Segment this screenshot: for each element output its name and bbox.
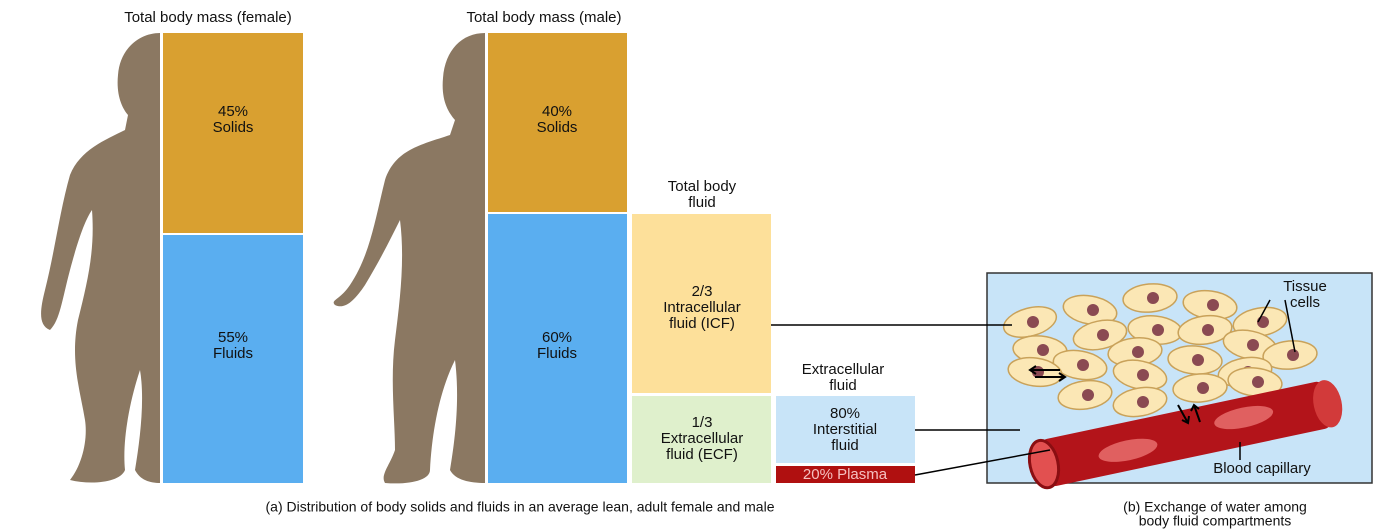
female-title: Total body mass (female) bbox=[124, 9, 292, 26]
blood-capillary-label: Blood capillary bbox=[1213, 460, 1311, 477]
extracellular-title: Extracellular bbox=[802, 361, 885, 378]
cell-nucleus bbox=[1197, 382, 1209, 394]
total-fluid-title: Total body bbox=[668, 178, 737, 195]
cell-nucleus bbox=[1087, 304, 1099, 316]
cell-nucleus bbox=[1192, 354, 1204, 366]
male-title: Total body mass (male) bbox=[466, 9, 621, 26]
caption-a: (a) Distribution of body solids and flui… bbox=[266, 499, 775, 515]
cell-nucleus bbox=[1287, 349, 1299, 361]
ecf-label: fluid (ECF) bbox=[666, 446, 738, 463]
cell-nucleus bbox=[1082, 389, 1094, 401]
cell-nucleus bbox=[1247, 339, 1259, 351]
male-fluids-label: 60% bbox=[542, 329, 572, 346]
male-solids-label: Solids bbox=[537, 119, 578, 136]
interstitial-label: fluid bbox=[831, 437, 859, 454]
male-fluids-label: Fluids bbox=[537, 345, 577, 362]
cell-nucleus bbox=[1137, 396, 1149, 408]
cell-nucleus bbox=[1202, 324, 1214, 336]
male-silhouette bbox=[334, 33, 485, 483]
ecf-label: Extracellular bbox=[661, 430, 744, 447]
cell-nucleus bbox=[1027, 316, 1039, 328]
cell-nucleus bbox=[1252, 376, 1264, 388]
interstitial-label: 80% bbox=[830, 405, 860, 422]
cell-nucleus bbox=[1137, 369, 1149, 381]
icf-label: Intracellular bbox=[663, 299, 741, 316]
extracellular-title: fluid bbox=[829, 377, 857, 394]
cell-nucleus bbox=[1077, 359, 1089, 371]
icf-label: 2/3 bbox=[692, 283, 713, 300]
female-solids-label: Solids bbox=[213, 119, 254, 136]
female-silhouette bbox=[41, 33, 160, 483]
tissue-cells-label: cells bbox=[1290, 294, 1320, 311]
female-solids-label: 45% bbox=[218, 103, 248, 120]
interstitial-label: Interstitial bbox=[813, 421, 877, 438]
female-fluids-label: 55% bbox=[218, 329, 248, 346]
female-fluids-label: Fluids bbox=[213, 345, 253, 362]
cell-nucleus bbox=[1152, 324, 1164, 336]
cell-nucleus bbox=[1207, 299, 1219, 311]
total-fluid-title: fluid bbox=[688, 194, 716, 211]
cell-nucleus bbox=[1097, 329, 1109, 341]
caption-b: body fluid compartments bbox=[1139, 513, 1292, 529]
ecf-label: 1/3 bbox=[692, 414, 713, 431]
cell-nucleus bbox=[1132, 346, 1144, 358]
plasma-label: 20% Plasma bbox=[803, 466, 888, 483]
icf-label: fluid (ICF) bbox=[669, 315, 735, 332]
male-solids-label: 40% bbox=[542, 103, 572, 120]
tissue-cells-label: Tissue bbox=[1283, 278, 1327, 295]
cell-nucleus bbox=[1147, 292, 1159, 304]
page: {"female": {"title": "Total body mass (f… bbox=[0, 0, 1381, 529]
cell-nucleus bbox=[1037, 344, 1049, 356]
figure: Total body mass (female) 45% Solids 55% … bbox=[0, 0, 1381, 529]
